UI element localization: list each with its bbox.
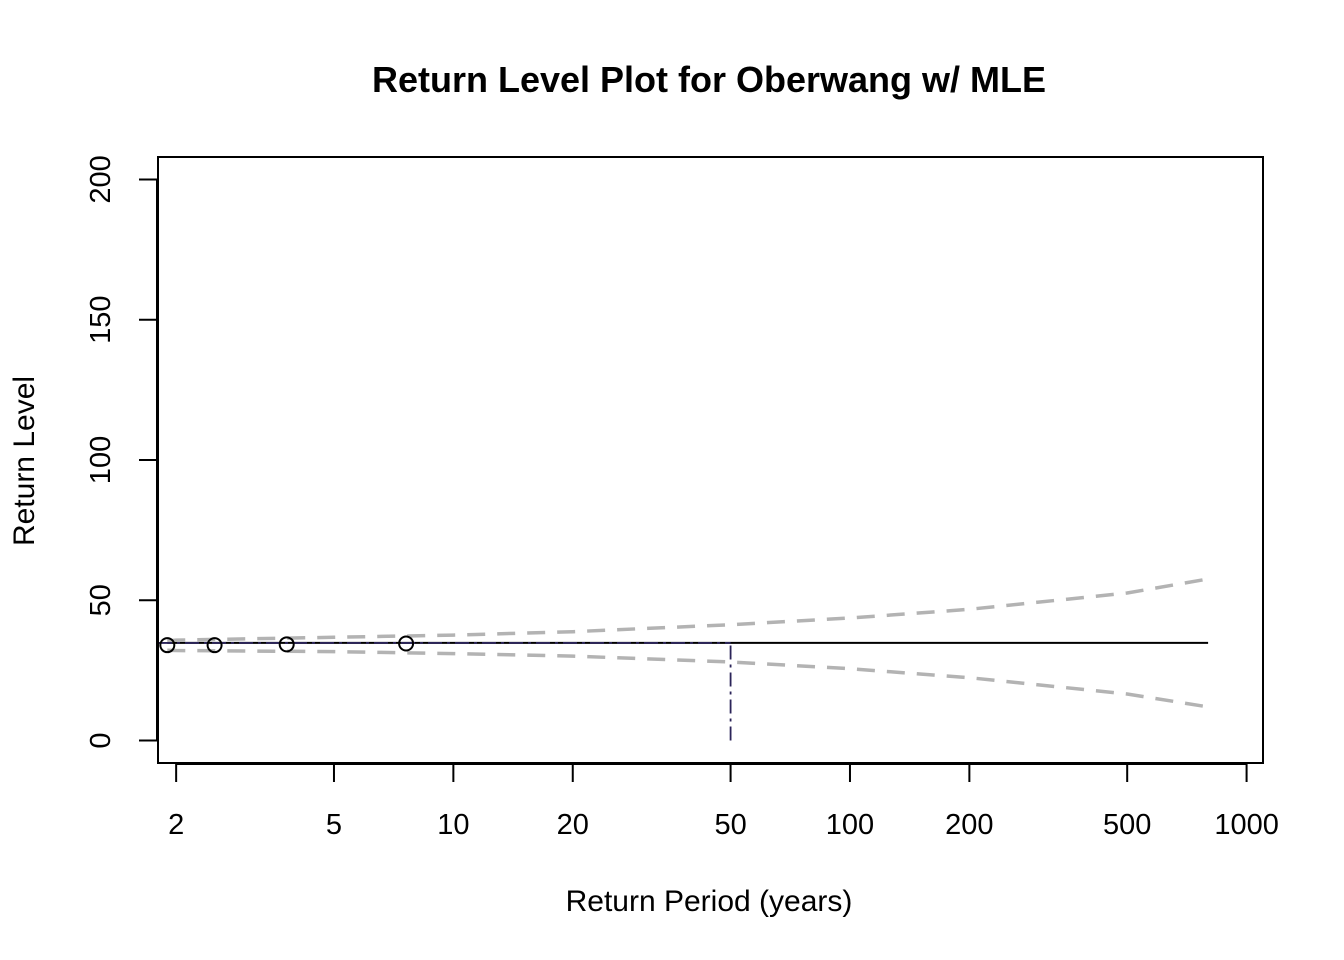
chart-title: Return Level Plot for Oberwang w/ MLE xyxy=(372,59,1046,100)
y-tick-label: 200 xyxy=(85,155,117,203)
data-point xyxy=(278,636,295,653)
x-axis: 2 5 10 20 50 100 200 500 1000 xyxy=(168,763,1279,841)
data-point xyxy=(398,635,415,652)
series-lower-ci-line xyxy=(167,648,1209,709)
x-tick-label: 500 xyxy=(1103,809,1151,841)
y-tick-label: 50 xyxy=(85,584,117,616)
x-axis-label: Return Period (years) xyxy=(566,885,853,918)
series-upper-ci-line xyxy=(167,577,1209,643)
x-tick-label: 2 xyxy=(168,809,184,841)
y-tick-label: 150 xyxy=(85,296,117,344)
x-tick-label: 5 xyxy=(326,809,342,841)
x-tick-label: 50 xyxy=(714,809,746,841)
y-tick-label: 0 xyxy=(85,733,117,749)
plot-area xyxy=(158,577,1209,741)
plot-frame xyxy=(157,156,1264,764)
x-tick-label: 20 xyxy=(557,809,589,841)
y-axis: 0 50 100 150 200 xyxy=(85,155,158,749)
y-axis-label: Return Level xyxy=(8,376,41,546)
x-tick-label: 1000 xyxy=(1214,809,1279,841)
y-tick-label: 100 xyxy=(85,436,117,484)
x-tick-label: 10 xyxy=(437,809,469,841)
x-tick-label: 200 xyxy=(945,809,993,841)
data-point xyxy=(159,637,176,654)
data-point xyxy=(206,637,223,654)
x-tick-label: 100 xyxy=(826,809,874,841)
